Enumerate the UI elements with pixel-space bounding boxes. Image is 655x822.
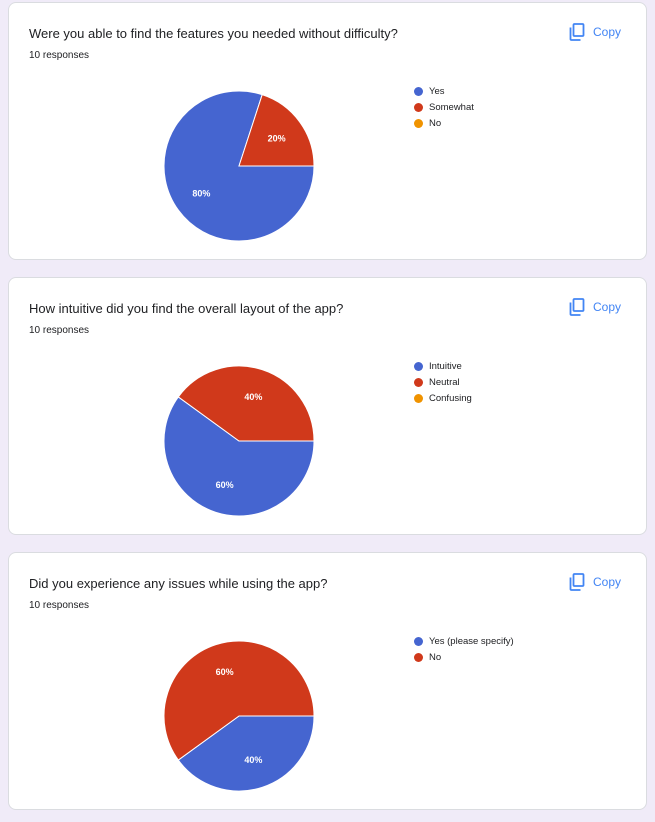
- legend-item: Intuitive: [414, 358, 472, 374]
- question-title: How intuitive did you find the overall l…: [29, 301, 344, 316]
- legend-item: Confusing: [414, 390, 472, 406]
- pie-slice-yes-please-specify-: [177, 715, 315, 792]
- pie-slice-no: [163, 640, 315, 761]
- response-count: 10 responses: [29, 325, 90, 336]
- copy-label: Copy: [593, 25, 622, 39]
- chart-legend: Intuitive Neutral Confusing: [414, 358, 472, 406]
- pie-slice-label: 20%: [268, 134, 286, 144]
- legend-label: No: [429, 651, 442, 663]
- question-title: Did you experience any issues while usin…: [29, 576, 328, 591]
- legend-swatch: [414, 652, 423, 662]
- copy-button[interactable]: Copy: [569, 571, 621, 593]
- pie-slice-neutral: [177, 365, 315, 442]
- question-card-3: Did you experience any issues while usin…: [8, 552, 647, 810]
- legend-item: Yes (please specify): [414, 633, 514, 649]
- legend-label: Intuitive: [429, 360, 462, 372]
- copy-icon: [569, 573, 585, 591]
- legend-swatch: [414, 393, 423, 403]
- pie-chart: 60% 40%: [163, 365, 315, 517]
- copy-icon: [569, 298, 585, 316]
- copy-icon: [569, 23, 585, 41]
- legend-item: Somewhat: [414, 99, 474, 115]
- legend-label: Yes: [429, 85, 445, 97]
- legend-item: No: [414, 115, 474, 131]
- copy-label: Copy: [593, 575, 622, 589]
- legend-label: Yes (please specify): [429, 635, 514, 647]
- copy-label: Copy: [593, 300, 622, 314]
- copy-button[interactable]: Copy: [569, 21, 621, 43]
- legend-item: No: [414, 649, 514, 665]
- legend-label: Somewhat: [429, 101, 474, 113]
- legend-swatch: [414, 118, 423, 128]
- pie-chart: 80% 20%: [163, 90, 315, 242]
- legend-item: Yes: [414, 83, 474, 99]
- pie-slice-label: 60%: [216, 480, 234, 490]
- legend-swatch: [414, 361, 423, 371]
- response-count: 10 responses: [29, 50, 90, 61]
- copy-button[interactable]: Copy: [569, 296, 621, 318]
- response-count: 10 responses: [29, 600, 90, 611]
- pie-slice-somewhat: [238, 94, 315, 167]
- question-title: Were you able to find the features you n…: [29, 26, 398, 41]
- legend-swatch: [414, 377, 423, 387]
- chart-legend: Yes (please specify) No: [414, 633, 514, 665]
- pie-slice-label: 40%: [244, 755, 262, 765]
- pie-slice-label: 60%: [216, 667, 234, 677]
- legend-item: Neutral: [414, 374, 472, 390]
- pie-slice-label: 40%: [244, 392, 262, 402]
- legend-label: Neutral: [429, 376, 460, 388]
- pie-slice-label: 80%: [192, 188, 210, 198]
- legend-swatch: [414, 86, 423, 96]
- pie-slice-intuitive: [163, 396, 315, 517]
- pie-chart: 40% 60%: [163, 640, 315, 792]
- legend-swatch: [414, 102, 423, 112]
- chart-legend: Yes Somewhat No: [414, 83, 474, 131]
- question-card-2: How intuitive did you find the overall l…: [8, 277, 647, 535]
- legend-label: No: [429, 117, 442, 129]
- question-card-1: Were you able to find the features you n…: [8, 2, 647, 260]
- legend-swatch: [414, 636, 423, 646]
- legend-label: Confusing: [429, 392, 472, 404]
